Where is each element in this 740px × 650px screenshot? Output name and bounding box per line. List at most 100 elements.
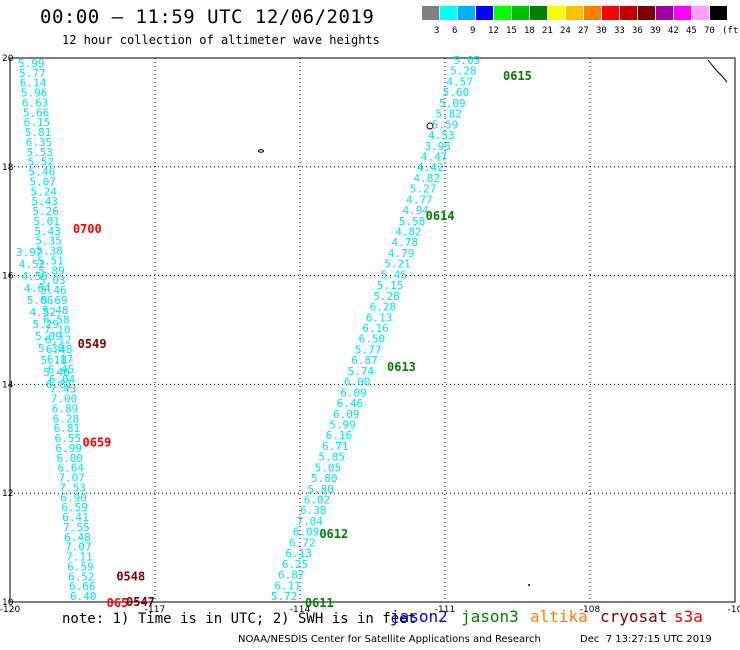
pass-label: 0614: [426, 209, 455, 223]
track-value-west: 5.26: [32, 205, 59, 218]
credit-line: NOAA/NESDIS Center for Satellite Applica…: [238, 634, 541, 645]
pass-labels: 0615 0614 0613 0612 0611 0700 0549 0659 0548 0547…: [73, 69, 532, 610]
track-value-west: 5.03: [39, 274, 65, 287]
track-value-jason3: 6.71: [322, 440, 349, 453]
track-value-west: 6.52: [68, 570, 95, 583]
track-value-jason3: 6.87: [351, 354, 378, 367]
track-value-west2: 5.30: [38, 342, 64, 355]
map-grid: [9, 57, 736, 603]
track-value-west2: 5.29: [32, 318, 59, 331]
track-value-jason3: 5.85: [318, 451, 345, 464]
track-value-west: 7.43: [50, 383, 77, 396]
track-value-west: 5.53: [27, 146, 53, 159]
scale-swatch: [584, 6, 601, 20]
pass-label: 0547: [126, 595, 155, 609]
track-value-west2: 5.40: [43, 366, 70, 379]
track-value-jason3: 6.28: [370, 301, 397, 314]
page-subtitle: 12 hour collection of altimeter wave hei…: [62, 33, 380, 47]
track-value-west: 6.66: [69, 580, 96, 593]
track-value-west2: 6.81: [46, 378, 73, 391]
track-value-jason3: 5.59: [432, 118, 459, 131]
track-value-west: 7.53: [59, 481, 86, 494]
track-value-west: 6.41: [62, 511, 89, 524]
track-value-west2: 5.09: [35, 330, 62, 343]
scale-label: 12: [488, 26, 499, 36]
track-value-west: 5.01: [33, 215, 60, 228]
x-tick-label: -111: [435, 605, 455, 615]
pass-label: 0548: [116, 569, 145, 583]
track-value-jason3: 6.16: [362, 322, 389, 335]
track-value-west: 7.55: [63, 521, 90, 534]
pass-label: 065: [107, 596, 129, 610]
track-value-west: 5.96: [21, 87, 48, 100]
map-frame: [9, 57, 736, 603]
track-value-jason3: 5.09: [439, 97, 466, 110]
track-value-jason3: 4.94: [403, 204, 430, 217]
scale-swatch: [620, 6, 637, 20]
scale-swatch: [710, 6, 727, 20]
track-value-west: 5.51: [37, 254, 64, 267]
track-value-west: 6.45: [48, 363, 75, 376]
track-value-jason3: 5.15: [377, 279, 404, 292]
track-value-jason3: 5.05: [454, 54, 481, 67]
track-value-jason3: 6.00: [344, 376, 371, 389]
track-value-west: 6.89: [52, 402, 79, 415]
scale-swatch: [692, 6, 709, 20]
track-value-west: 5.99: [18, 57, 45, 70]
pass-label: 0613: [387, 360, 416, 374]
pass-label: 0700: [73, 222, 102, 236]
scale-label: 45: [686, 26, 697, 36]
altimeter-tracks: 5.055.284.575.605.095.825.594.533.954.47…: [16, 54, 480, 603]
track-value-west: 5.38: [36, 245, 63, 258]
legend-cryosat: cryosat: [600, 607, 668, 626]
track-value-west: 6.99: [56, 442, 83, 455]
scale-label: 3: [434, 26, 440, 36]
scale-swatch: [638, 6, 655, 20]
track-value-west: 6.14: [20, 77, 47, 90]
track-value-jason3: 5.74: [348, 365, 375, 378]
coastline-mexico: [707, 59, 728, 83]
scale-label: 33: [614, 26, 625, 36]
track-value-west2: 5.18: [41, 354, 68, 367]
legend-s3a: s3a: [674, 607, 703, 626]
scale-swatch: [566, 6, 583, 20]
track-value-west: 6.35: [26, 136, 53, 149]
track-value-jason3: 6.87: [278, 569, 305, 582]
scale-label: (ft): [722, 26, 740, 36]
track-value-jason3: 5.58: [399, 215, 426, 228]
track-value-west: 5.69: [41, 294, 68, 307]
track-value-west: 5.81: [25, 126, 51, 139]
track-value-jason3: 4.53: [428, 129, 455, 142]
track-value-west: 6.17: [47, 353, 73, 366]
track-value-west: 5.43: [31, 195, 58, 208]
y-tick-label: 16: [2, 272, 14, 282]
track-value-west: 5.35: [35, 235, 62, 248]
track-value-west: 6.28: [53, 412, 80, 425]
track-value-west2: 4.55: [21, 270, 47, 283]
track-value-west: 6.81: [54, 422, 81, 435]
track-value-west: 6.63: [22, 96, 49, 109]
track-value-jason3: 4.42: [417, 161, 444, 174]
track-value-jason3: 5.80: [311, 472, 338, 485]
track-value-jason3: 5.27: [410, 183, 437, 196]
scale-label: 18: [524, 26, 535, 36]
pass-label: 0549: [78, 337, 107, 351]
track-value-west: 5.07: [30, 175, 57, 188]
scale-label: 39: [650, 26, 661, 36]
track-value-west2: 3.97: [16, 246, 43, 259]
legend-jason2: jason2: [390, 607, 448, 626]
track-value-west2: 4.64: [24, 282, 51, 295]
scale-label: 9: [470, 26, 476, 36]
island-clipperton: [528, 584, 530, 586]
track-value-jason3: 6.46: [337, 397, 364, 410]
track-value-west: 7.07: [58, 472, 85, 485]
track-value-jason3: 6.72: [289, 536, 316, 549]
track-value-west: 5.46: [29, 166, 55, 179]
track-value-west: 7.10: [44, 324, 71, 337]
track-value-jason3: 6.11: [274, 579, 301, 592]
track-value-jason3: 3.95: [424, 140, 451, 153]
scale-swatch: [494, 6, 511, 20]
track-value-west: 7.07: [65, 541, 92, 554]
y-tick-label: 20: [2, 54, 14, 64]
track-value-west: 6.59: [61, 501, 87, 514]
